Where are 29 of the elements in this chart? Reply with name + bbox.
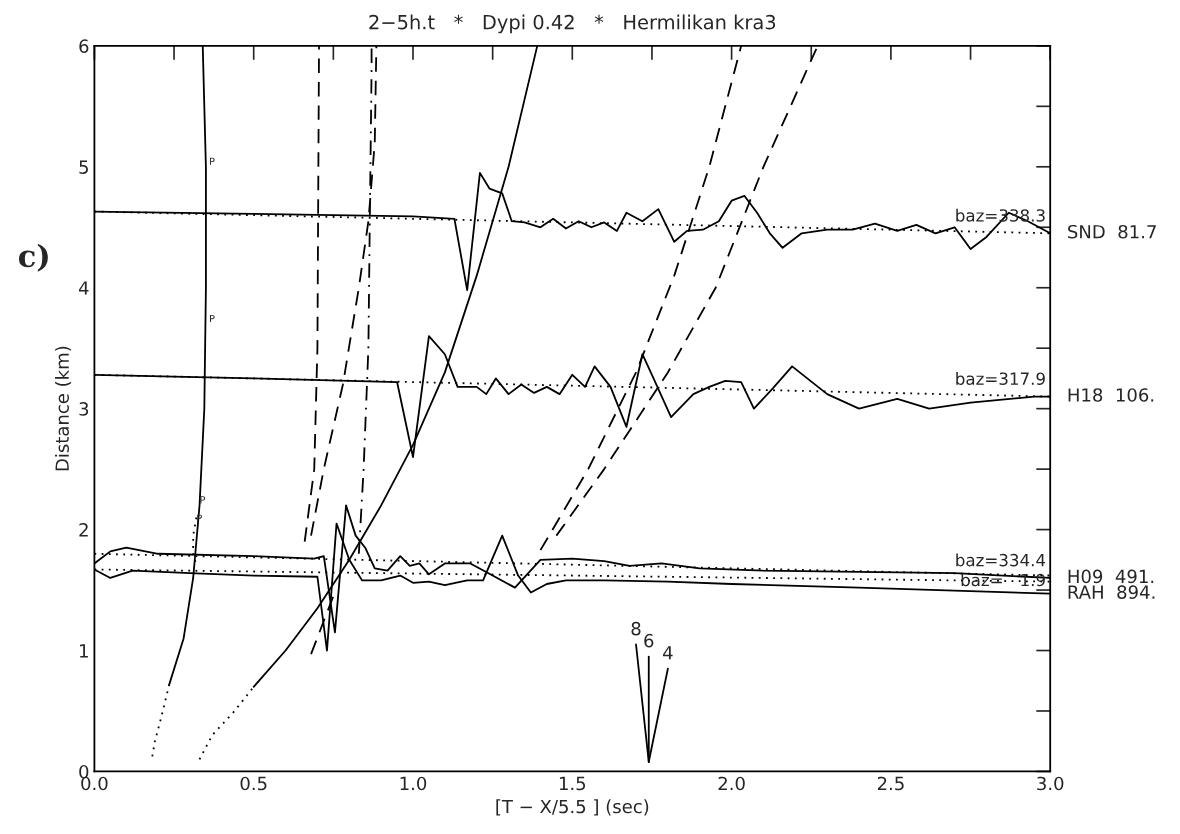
chart-title: 2−5h.t * Dypi 0.42 * Hermilikan kra3 bbox=[369, 14, 776, 34]
y-tick-label: 3 bbox=[79, 402, 89, 416]
y-tick-label: 1 bbox=[80, 644, 88, 658]
annotation: P bbox=[197, 514, 202, 522]
x-tick-label: 3.0 bbox=[1037, 776, 1064, 791]
x-tick-label: 2.0 bbox=[718, 776, 745, 791]
y-tick-label: 4 bbox=[78, 281, 89, 295]
y-axis-title: Distance (km) bbox=[55, 346, 72, 471]
x-tick-label: 2.5 bbox=[877, 776, 904, 791]
x-axis-title: [T − X/5.5 ] (sec) bbox=[496, 799, 649, 816]
x-tick-label: 1.0 bbox=[400, 776, 427, 791]
series-label: 6 bbox=[644, 633, 654, 648]
annotation: P bbox=[210, 314, 215, 322]
series-label: H09 491. bbox=[1068, 569, 1154, 584]
annotation: P bbox=[200, 496, 206, 504]
y-tick-label: 6 bbox=[79, 39, 89, 53]
annotation: baz=334.4 bbox=[956, 553, 1046, 567]
series-label: RAH 894. bbox=[1068, 585, 1155, 599]
series-label: 8 bbox=[631, 621, 641, 636]
x-tick-label: 0.5 bbox=[240, 776, 267, 791]
text: c) bbox=[18, 243, 48, 272]
series-label: SND 81.7 bbox=[1068, 224, 1156, 239]
annotation: P bbox=[210, 157, 215, 165]
y-tick-label: 5 bbox=[79, 160, 88, 174]
y-tick-label: 2 bbox=[79, 523, 88, 537]
annotation: baz=317.9 bbox=[956, 372, 1045, 385]
x-tick-label: 1.5 bbox=[559, 776, 586, 791]
series-label: H18 106. bbox=[1068, 388, 1154, 402]
series-label: 4 bbox=[663, 646, 673, 660]
